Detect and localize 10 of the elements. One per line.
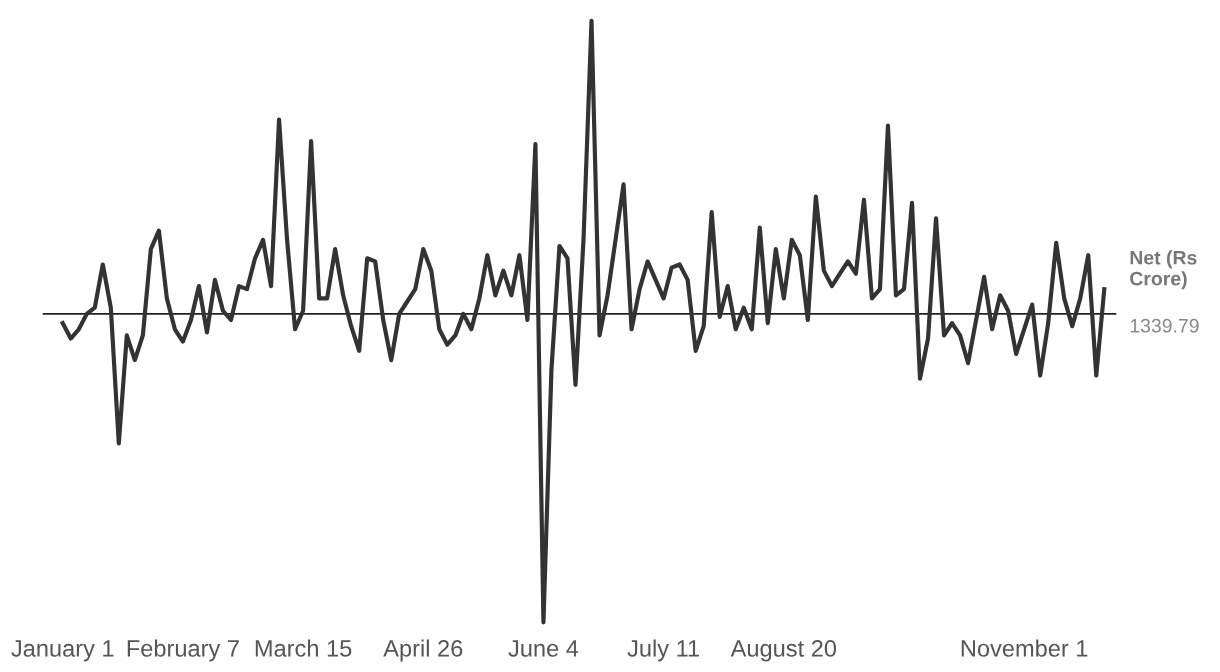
text: 1339.79 (1130, 318, 1199, 333)
x-tick-label: June 4 (508, 640, 579, 657)
series-label: Net (Rs Crore) (1130, 250, 1197, 290)
x-tick-label: March 15 (255, 639, 352, 657)
x-tick-label: April 26 (383, 639, 463, 662)
x-tick-label: November 1 (961, 639, 1088, 657)
x-tick-label: February 7 (127, 639, 239, 662)
x-tick-label: January 1 (11, 640, 114, 662)
x-tick-label: August 20 (730, 640, 837, 662)
x-tick-label: July 11 (627, 639, 700, 662)
